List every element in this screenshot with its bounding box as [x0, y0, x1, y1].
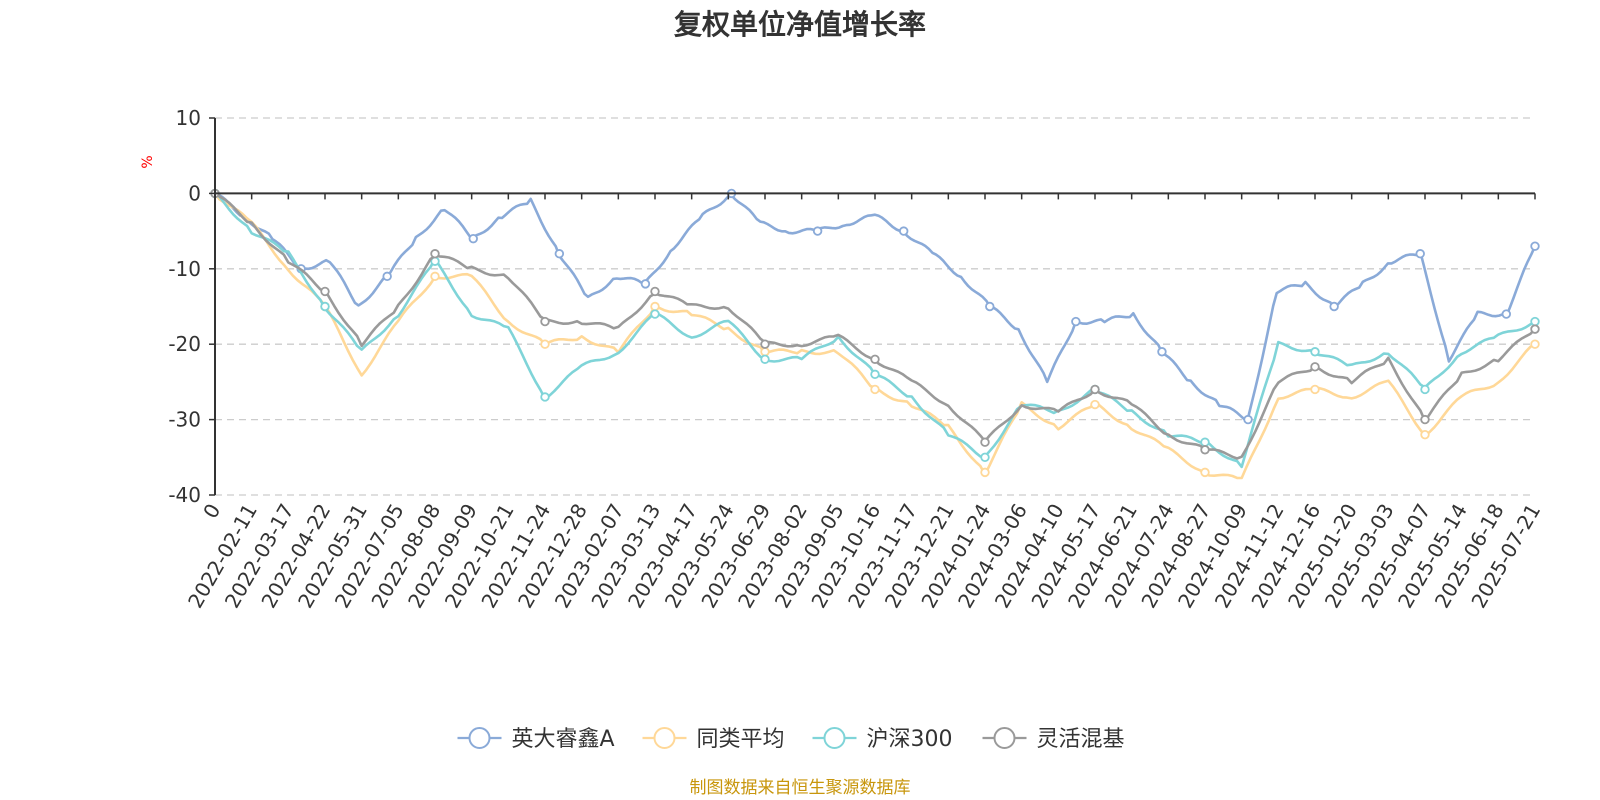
legend-label: 同类平均	[697, 727, 785, 752]
legend-marker	[653, 727, 676, 749]
series-point-3	[980, 452, 990, 462]
series-layer	[210, 188, 1540, 480]
y-tick-label: -30	[168, 408, 201, 432]
series-line-4	[214, 192, 1536, 460]
series-point-4	[650, 286, 660, 297]
y-tick-label: -20	[168, 332, 201, 356]
y-tick-label: -10	[168, 257, 201, 281]
series-point-2	[1310, 384, 1320, 395]
series-point-4	[870, 354, 880, 364]
y-tick-label: 0	[188, 181, 201, 205]
series-point-3	[650, 309, 660, 319]
legend-marker	[823, 727, 846, 749]
series-point-3	[1310, 347, 1320, 357]
legend-label: 沪深300	[867, 727, 953, 752]
series-point-2	[980, 467, 990, 478]
series-point-2	[1090, 399, 1100, 410]
series-point-4	[760, 339, 770, 349]
series-point-1	[1329, 301, 1339, 312]
series-point-1	[1415, 249, 1425, 259]
series-point-2	[430, 271, 440, 282]
series-point-3	[1420, 384, 1430, 395]
series-point-2	[760, 347, 770, 357]
legend-marker	[468, 727, 491, 749]
series-point-3	[540, 392, 550, 402]
x-tick-label: 0	[198, 500, 225, 523]
series-point-3	[760, 354, 770, 364]
series-point-2	[1420, 429, 1430, 440]
y-tick-label: 10	[176, 106, 201, 130]
legend-label: 灵活混基	[1037, 727, 1125, 752]
legend-item-2[interactable]: 同类平均	[642, 727, 785, 752]
legend-marker	[993, 727, 1016, 749]
series-point-1	[1071, 316, 1081, 327]
series-point-1	[1530, 241, 1540, 251]
series-point-4	[1200, 445, 1210, 455]
legend-item-1[interactable]: 英大睿鑫A	[457, 727, 615, 752]
series-point-3	[1200, 437, 1210, 447]
series-point-4	[540, 316, 550, 327]
series-point-2	[540, 339, 550, 349]
legend-item-3[interactable]: 沪深300	[812, 727, 953, 752]
series-point-1	[1157, 347, 1167, 357]
series-point-4	[1310, 362, 1320, 372]
series-point-4	[980, 437, 990, 447]
series-point-3	[870, 369, 880, 380]
series-point-4	[320, 286, 330, 297]
series-point-3	[320, 301, 330, 312]
legend-item-4[interactable]: 灵活混基	[982, 727, 1125, 752]
series-point-1	[1243, 414, 1253, 425]
legend-label: 英大睿鑫A	[512, 727, 615, 752]
legend[interactable]: 英大睿鑫A 同类平均 沪深300 灵活混基	[457, 727, 1125, 752]
series-point-3	[1530, 316, 1540, 327]
grid-lines	[215, 117, 1535, 496]
series-point-2	[1530, 339, 1540, 349]
series-line-3	[214, 192, 1536, 469]
series-point-1	[468, 233, 478, 244]
series-point-1	[382, 271, 392, 282]
series-point-4	[1530, 324, 1540, 334]
series-line-1	[214, 192, 1537, 421]
series-point-4	[430, 249, 440, 259]
series-point-4	[1090, 384, 1100, 395]
series-line-2	[213, 192, 1536, 480]
series-point-2	[870, 384, 880, 395]
y-axis-unit-label: %	[140, 155, 156, 168]
y-tick-label: -40	[168, 483, 201, 507]
series-point-2	[650, 301, 660, 312]
series-point-2	[1200, 467, 1210, 478]
chart-title: 复权单位净值增长率	[674, 8, 926, 41]
series-point-1	[985, 301, 995, 312]
series-point-1	[554, 249, 565, 259]
series-point-1	[1501, 309, 1512, 319]
series-point-4	[1420, 414, 1430, 425]
series-point-1	[898, 226, 909, 236]
source-note: 制图数据来自恒生聚源数据库	[690, 778, 911, 798]
series-point-1	[812, 226, 823, 236]
series-point-1	[640, 279, 651, 289]
